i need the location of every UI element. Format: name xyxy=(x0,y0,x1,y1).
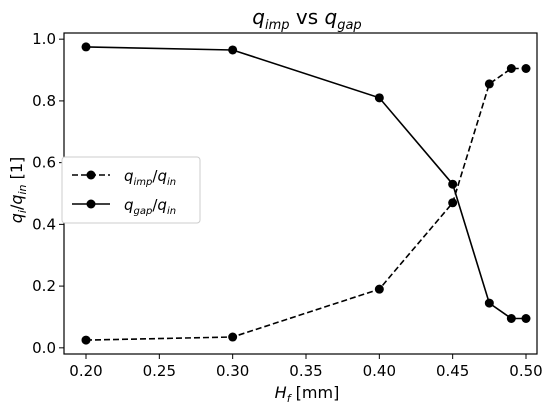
data-point-gap xyxy=(521,314,531,324)
y-tick-label: 0.8 xyxy=(32,92,56,110)
x-tick-label: 0.20 xyxy=(69,362,102,380)
data-point-imp xyxy=(448,198,458,208)
chart-title: qimp vs qgap xyxy=(252,5,361,33)
y-tick-label: 0.2 xyxy=(32,277,56,295)
x-axis-label: Hf [mm] xyxy=(275,383,340,405)
data-point-gap xyxy=(228,45,238,55)
data-point-gap xyxy=(506,314,516,324)
data-point-imp xyxy=(81,335,91,345)
data-point-gap xyxy=(374,93,384,103)
data-point-imp xyxy=(521,63,531,73)
legend-label-imp: qimp/qin xyxy=(124,167,176,188)
data-point-gap xyxy=(448,179,458,189)
x-tick-label: 0.50 xyxy=(509,362,542,380)
y-tick-label: 0.6 xyxy=(32,154,56,172)
x-tick-label: 0.30 xyxy=(216,362,249,380)
y-tick-label: 0.4 xyxy=(32,215,56,233)
legend: qimp/qin qgap/qin xyxy=(61,156,201,224)
data-point-imp xyxy=(506,63,516,73)
data-point-imp xyxy=(484,79,494,89)
y-tick-label: 0.0 xyxy=(32,339,56,357)
legend-label-gap: qgap/qin xyxy=(124,196,176,217)
data-point-imp xyxy=(374,284,384,294)
x-tick-label: 0.35 xyxy=(289,362,322,380)
plot-area: 0.20 0.25 0.30 0.35 0.40 0.45 0.50 0.0 0.2 0.4 0.6… xyxy=(32,30,543,380)
x-tick-label: 0.45 xyxy=(436,362,469,380)
legend-box xyxy=(61,156,201,224)
data-point-imp xyxy=(228,332,238,342)
y-axis-label: qi/qin [1] xyxy=(7,157,29,224)
data-point-gap xyxy=(81,42,91,52)
legend-marker-imp xyxy=(86,170,96,180)
y-tick-label: 1.0 xyxy=(32,30,56,48)
data-point-gap xyxy=(484,298,494,308)
legend-marker-gap xyxy=(86,199,96,209)
x-tick-label: 0.40 xyxy=(363,362,396,380)
x-tick-label: 0.25 xyxy=(143,362,176,380)
